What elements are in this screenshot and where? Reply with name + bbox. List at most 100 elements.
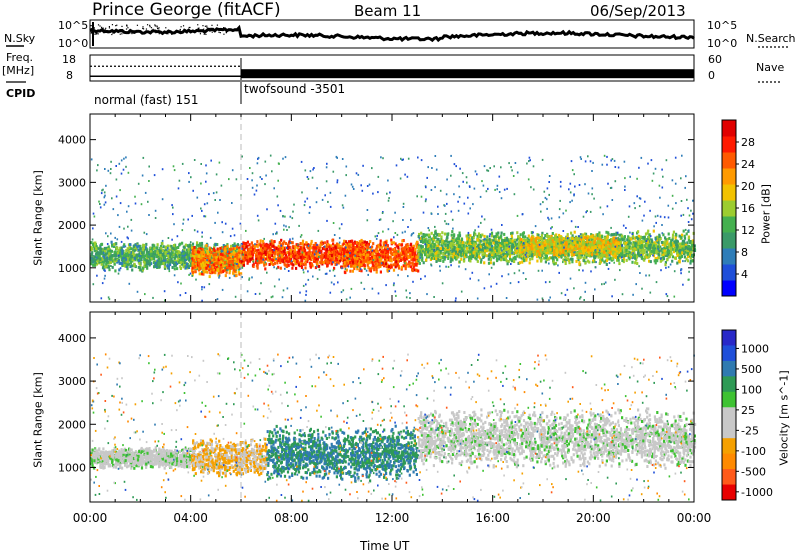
nsky-sample (225, 31, 228, 34)
power-heatmap (90, 154, 697, 302)
nsky-sample (154, 24, 156, 26)
power-colorbar-segment (722, 232, 736, 249)
nsky-sample (206, 25, 208, 27)
nsky-sample (101, 29, 103, 32)
nsky-sample (93, 27, 95, 29)
nsky-sample (183, 28, 185, 30)
velocity-colorbar-segment (722, 484, 736, 501)
x-tick-label: 08:00 (274, 511, 309, 525)
nsky-sample (209, 30, 211, 32)
nsky-sample (219, 32, 221, 34)
nsky-sample (205, 30, 207, 32)
nsky-sample (94, 33, 96, 35)
nsky-sample (139, 30, 141, 32)
nsky-sample (158, 33, 160, 35)
nsky-sample (121, 25, 123, 28)
velocity-colorbar-segment (722, 360, 736, 377)
nsky-sample (133, 32, 135, 34)
nsky-sample (103, 29, 105, 32)
nsky-sample (210, 27, 212, 29)
power-colorbar-segment (722, 216, 736, 233)
nsky-sample (204, 25, 207, 27)
nsky-sample (108, 31, 110, 34)
nsky-sample (142, 27, 144, 30)
nsky-sample (120, 31, 122, 33)
nsky-sample (154, 29, 157, 31)
nsky-sample (133, 31, 136, 33)
nsky-sample (203, 28, 205, 30)
nsky-sample (218, 31, 220, 33)
power-ytick-label: 3000 (58, 176, 86, 189)
nsky-sample (165, 27, 167, 29)
x-tick-label: 00:00 (73, 511, 108, 525)
x-tick-label: 20:00 (576, 511, 611, 525)
nsky-sample (142, 26, 144, 28)
nsky-sample (108, 25, 110, 28)
nsky-noise-line (89, 24, 695, 43)
nsky-sample (168, 32, 170, 34)
power-ytick-label: 4000 (58, 134, 86, 147)
nsky-sample (184, 29, 187, 31)
nsky-sample (144, 31, 146, 33)
nsky-sample (121, 33, 123, 35)
velocity-ytick-label: 1000 (58, 461, 86, 474)
nsky-sample (152, 28, 154, 30)
nsky-sample (149, 26, 151, 28)
nsky-sample (160, 31, 163, 34)
x-tick-label: 04:00 (173, 511, 208, 525)
nsky-sample (199, 33, 202, 35)
nsky-sample (179, 30, 181, 32)
velocity-colorbar-tick-label: -100 (741, 445, 766, 458)
cpid-label: CPID (6, 87, 36, 100)
power-ytick-label: 2000 (58, 219, 86, 232)
velocity-colorbar-segment (722, 422, 736, 439)
nsky-sample (171, 33, 173, 35)
nsky-sample (181, 31, 184, 34)
velocity-ytick-label: 3000 (58, 375, 86, 388)
power-colorbar-tick-label: 16 (741, 202, 755, 215)
nsky-sample (115, 25, 117, 27)
nsky-sample (205, 33, 207, 36)
cpid-mode-2: twofsound -3501 (244, 82, 346, 96)
nsearch-label: N.Search (746, 32, 796, 45)
freq-tick-high: 18 (62, 53, 76, 66)
nsky-sample (101, 29, 103, 31)
nsky-sample (225, 29, 227, 32)
nsky-sample (97, 24, 100, 26)
nsky-tick-low: 10^0 (58, 37, 89, 50)
power-ytick-label: 1000 (58, 262, 86, 275)
power-colorbar-tick-label: 28 (741, 136, 755, 149)
date-label: 06/Sep/2013 (590, 2, 686, 20)
velocity-colorbar-segment (722, 345, 736, 362)
x-tick-label: 00:00 (677, 511, 712, 525)
nsky-sample (155, 31, 158, 33)
nsky-sample (131, 32, 133, 35)
power-colorbar-tick-label: 20 (741, 180, 755, 193)
velocity-ytick-label: 2000 (58, 418, 86, 431)
power-colorbar-tick-label: 4 (741, 268, 748, 281)
x-tick-label: 16:00 (475, 511, 510, 525)
power-colorbar-segment (722, 136, 736, 153)
nsky-sample (107, 29, 109, 32)
nsky-sample (154, 25, 156, 27)
nsky-sample (146, 24, 149, 26)
nsky-sample (150, 30, 152, 32)
nsky-sample (90, 25, 92, 27)
velocity-colorbar-tick-label: -1000 (741, 486, 773, 499)
nsky-sample (159, 31, 161, 33)
power-colorbar-tick-label: 8 (741, 246, 748, 259)
nsky-sample (203, 33, 205, 35)
velocity-colorbar-segment (722, 453, 736, 470)
velocity-colorbar-tick-label: -25 (741, 424, 759, 437)
velocity-heatmap (90, 353, 697, 502)
nsky-sample (206, 26, 208, 28)
nsky-sample (116, 24, 118, 26)
velocity-ylabel: Slant Range [km] (31, 372, 45, 468)
power-colorbar-tick-label: 12 (741, 224, 755, 237)
nsky-sample (180, 26, 182, 28)
nsky-sample (149, 32, 151, 34)
nsky-sample (199, 29, 201, 31)
nsky-sample (90, 31, 93, 33)
x-tick-label: 12:00 (375, 511, 410, 525)
